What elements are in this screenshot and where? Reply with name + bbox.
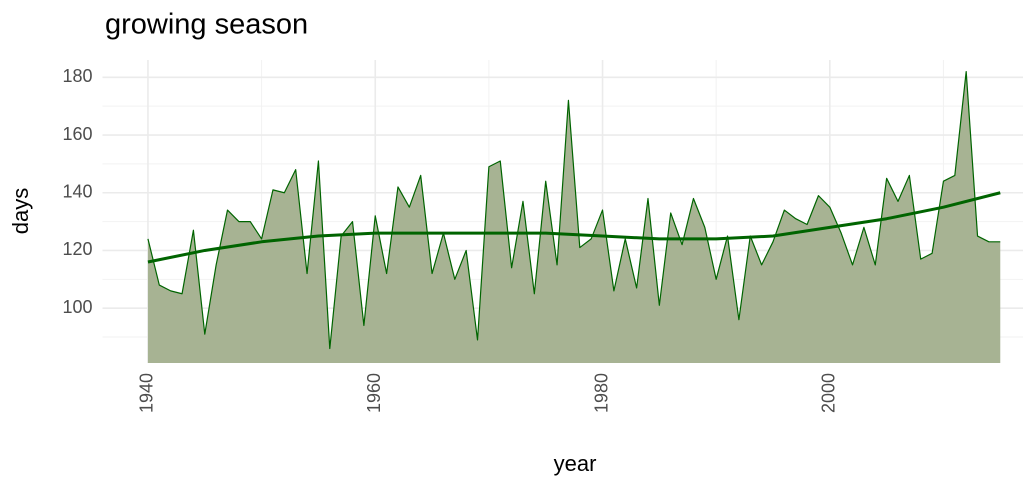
x-tick-label: 1940 [137, 373, 157, 413]
y-axis-label: days [8, 188, 33, 234]
smooth-line [147, 191, 1001, 264]
y-tick-label: 120 [62, 239, 92, 259]
x-axis-label: year [554, 451, 597, 476]
x-tick-label: 2000 [819, 373, 839, 413]
line [147, 70, 1001, 350]
y-tick-label: 100 [62, 297, 92, 317]
chart-title: growing season [105, 9, 308, 41]
area [147, 71, 1001, 364]
x-tick-label: 1980 [591, 373, 611, 413]
x-tick-label: 1960 [364, 373, 384, 413]
y-tick-label: 180 [62, 66, 92, 86]
y-tick-label: 140 [62, 181, 92, 201]
y-tick-label: 160 [62, 124, 92, 144]
